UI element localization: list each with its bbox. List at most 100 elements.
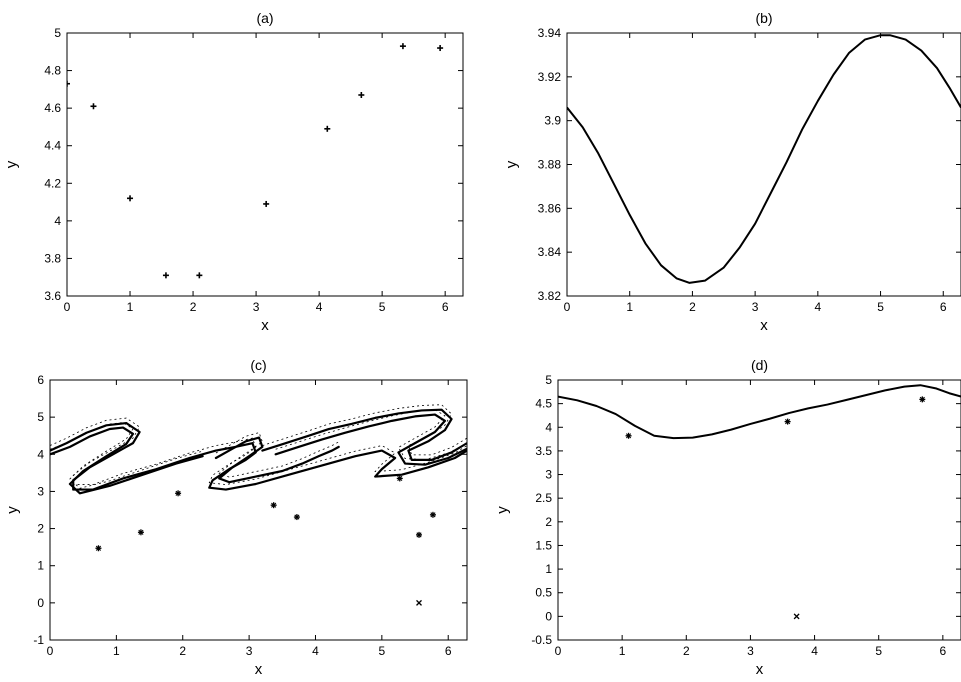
x-axis-label: x [255,661,263,678]
y-tick-label: 0 [545,609,552,623]
plot-frame [66,32,464,297]
y-tick-label: 4.8 [44,64,61,78]
data-point-b [271,502,277,508]
panel-title: (d) [751,357,768,373]
y-tick-label: 3.88 [538,158,562,172]
x-axis-label: x [261,317,269,334]
data-point [127,195,134,202]
data-point [429,511,436,518]
x-tick-label: 4 [316,300,323,314]
x-tick-label: 0 [47,644,54,658]
y-tick-label: 4 [54,214,61,228]
y-tick-label: 5 [37,410,44,424]
x-tick-label: 1 [127,300,134,314]
panel-title: (b) [755,10,772,26]
data-point [358,91,365,98]
x-tick-label: 0 [64,300,71,314]
panel-title: (c) [250,357,266,373]
plot-frame [566,32,961,297]
y-tick-label: 3 [37,484,44,498]
attractor-curve [50,426,204,495]
data-point [793,613,800,620]
x-tick-label: 3 [752,300,759,314]
plot-area [50,404,467,606]
y-tick-label: 3.82 [538,289,562,303]
data-point [175,490,182,497]
y-tick-label: 3.94 [538,26,562,40]
x-tick-label: 2 [683,644,690,658]
data-point-b [138,529,144,535]
attractor-curve [274,413,467,466]
data-point-b [625,433,632,439]
x-tick-label: 5 [379,300,386,314]
attractor-curve-fringe [275,409,467,461]
data-point-b [430,512,436,518]
x-tick-label: 3 [747,644,754,658]
x-tick-label: 1 [619,644,626,658]
x-tick-label: 1 [113,644,120,658]
y-tick-label: 4.5 [535,397,552,411]
y-tick-label: 3.8 [44,251,61,265]
attractor-curve [261,408,467,461]
data-point [293,514,300,521]
data-point-b [416,532,422,538]
x-tick-label: 4 [312,644,319,658]
panel-b: 0 1 2 3 4 5 6 3.82 3.84 3.86 3.88 3.9 3.92 3.94 (b) x y [503,10,961,334]
x-tick-label: 6 [940,644,947,658]
x-tick-label: 3 [253,300,260,314]
panel-title: (a) [256,10,273,26]
y-axis-label: y [4,506,21,514]
data-point [90,103,97,110]
y-tick-label: 2.5 [535,491,552,505]
y-tick-label: -1 [33,633,44,647]
y-tick-label: 2 [37,522,44,536]
data-point [416,599,422,606]
attractor-curve-fringe [50,417,467,485]
y-tick-label: 1.5 [535,538,552,552]
x-tick-label: 5 [875,644,882,658]
y-tick-label: 6 [37,373,44,387]
data-point-b [919,396,925,402]
y-tick-label: 4.6 [44,101,61,115]
y-axis-label: y [503,160,520,168]
data-point-b [793,613,800,620]
data-point [162,272,169,279]
panel-d: 0 1 2 3 4 5 6-0.500.511.522.533.544.55(d)xy [494,357,961,678]
x-tick-label: 2 [689,300,696,314]
x-tick-label: 0 [564,300,571,314]
y-tick-label: 3.9 [544,114,561,128]
series-line [558,384,961,440]
data-point [396,475,403,482]
data-point-b [416,599,422,606]
plot-frame [557,379,961,641]
x-tick-label: 6 [442,300,449,314]
y-tick-label: 5 [545,373,552,387]
data-point [437,45,444,52]
y-tick-label: 3.86 [538,201,562,215]
y-tick-label: 0.5 [535,586,552,600]
y-axis-label: y [494,506,511,514]
y-tick-label: 3.6 [44,289,61,303]
y-tick-label: 3.84 [538,245,562,259]
plot-area [67,43,444,279]
attractor-curve [50,421,467,491]
x-tick-label: 5 [379,644,386,658]
attractor-curve [214,436,340,484]
y-tick-label: 4.4 [44,139,61,153]
y-tick-label: -0.5 [531,633,552,647]
data-point [95,545,102,552]
data-point [67,80,70,87]
x-tick-label: 4 [811,644,818,658]
y-tick-label: 4.2 [44,176,61,190]
x-tick-label: 6 [445,644,452,658]
y-tick-label: 1 [37,559,44,573]
x-tick-label: 3 [246,644,253,658]
y-tick-label: 4 [545,420,552,434]
data-point [137,529,144,536]
x-tick-label: 4 [814,300,821,314]
x-tick-label: 0 [555,644,562,658]
y-tick-label: 0 [37,596,44,610]
y-tick-label: 5 [54,26,61,40]
data-point [399,43,406,50]
